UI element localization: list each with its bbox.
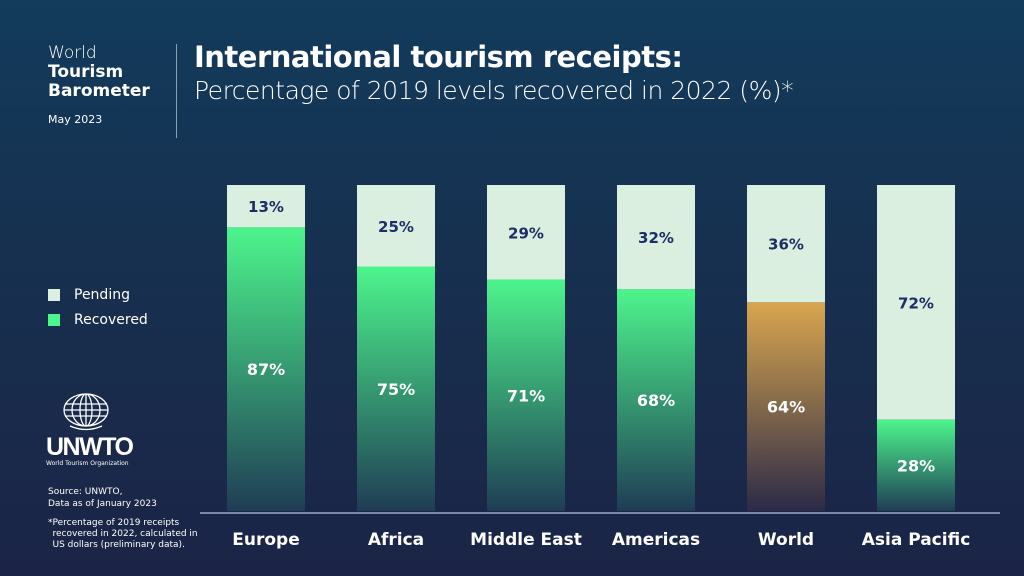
- brand-block: World Tourism Barometer May 2023: [48, 43, 150, 127]
- brand-line2: Tourism: [48, 62, 124, 82]
- bar-pending-5: [877, 185, 955, 420]
- category-label-3: Americas: [612, 530, 700, 550]
- bar-pending-3: [617, 185, 695, 290]
- globe-icon: [63, 393, 109, 431]
- legend-swatch-pending: [48, 288, 60, 301]
- bar-pending-4: [747, 185, 825, 303]
- label-pending-5: 72%: [898, 294, 934, 312]
- legend: Pending Recovered: [48, 282, 148, 332]
- label-recovered-3: 68%: [637, 391, 675, 410]
- bar-pending-0: [227, 185, 305, 228]
- label-recovered-1: 75%: [377, 380, 415, 399]
- bar-recovered-3: [617, 289, 695, 511]
- bar-recovered-0: [227, 227, 305, 511]
- category-label-5: Asia Pacific: [862, 530, 971, 550]
- bar-recovered-5: [877, 419, 955, 511]
- label-pending-2: 29%: [508, 224, 544, 242]
- footnote-mark: *: [48, 518, 53, 528]
- bar-pending-1: [357, 185, 435, 267]
- label-pending-4: 36%: [768, 236, 804, 254]
- chart-title: International tourism receipts:: [194, 40, 683, 74]
- bar-recovered-4: [747, 302, 825, 511]
- legend-swatch-recovered: [48, 313, 60, 326]
- source-line1: Source: UNWTO,: [48, 487, 123, 497]
- legend-label: Pending: [74, 286, 130, 303]
- source: Source: UNWTO, Data as of January 2023: [48, 486, 157, 510]
- label-pending-1: 25%: [378, 218, 414, 236]
- unwto-logo: UNWTO World Tourism Organization: [46, 393, 136, 467]
- bar-recovered-2: [487, 279, 565, 511]
- label-pending-3: 32%: [638, 229, 674, 247]
- category-label-4: World: [758, 530, 814, 550]
- logo-wordmark: UNWTO: [46, 433, 134, 461]
- bar-pending-2: [487, 185, 565, 280]
- source-line2: Data as of January 2023: [48, 499, 157, 509]
- brand-line1: World: [48, 43, 97, 63]
- label-pending-0: 13%: [248, 198, 284, 216]
- label-recovered-2: 71%: [507, 386, 545, 405]
- label-recovered-5: 28%: [897, 456, 935, 475]
- header-divider: [176, 44, 177, 138]
- legend-item-recovered: Recovered: [48, 307, 148, 332]
- logo-org: World Tourism Organization: [46, 460, 129, 467]
- category-label-0: Europe: [232, 530, 299, 550]
- label-recovered-0: 87%: [247, 360, 285, 379]
- report-date: May 2023: [48, 113, 103, 126]
- label-recovered-4: 64%: [767, 398, 805, 417]
- legend-label: Recovered: [74, 311, 148, 328]
- category-label-2: Middle East: [470, 530, 582, 550]
- brand-line3: Barometer: [48, 81, 150, 101]
- footnote-text: Percentage of 2019 receipts recovered in…: [52, 518, 198, 550]
- legend-item-pending: Pending: [48, 282, 148, 307]
- category-label-1: Africa: [368, 530, 424, 550]
- chart-subtitle: Percentage of 2019 levels recovered in 2…: [194, 76, 794, 105]
- bar-recovered-1: [357, 266, 435, 511]
- footnote: * Percentage of 2019 receipts recovered …: [48, 518, 198, 551]
